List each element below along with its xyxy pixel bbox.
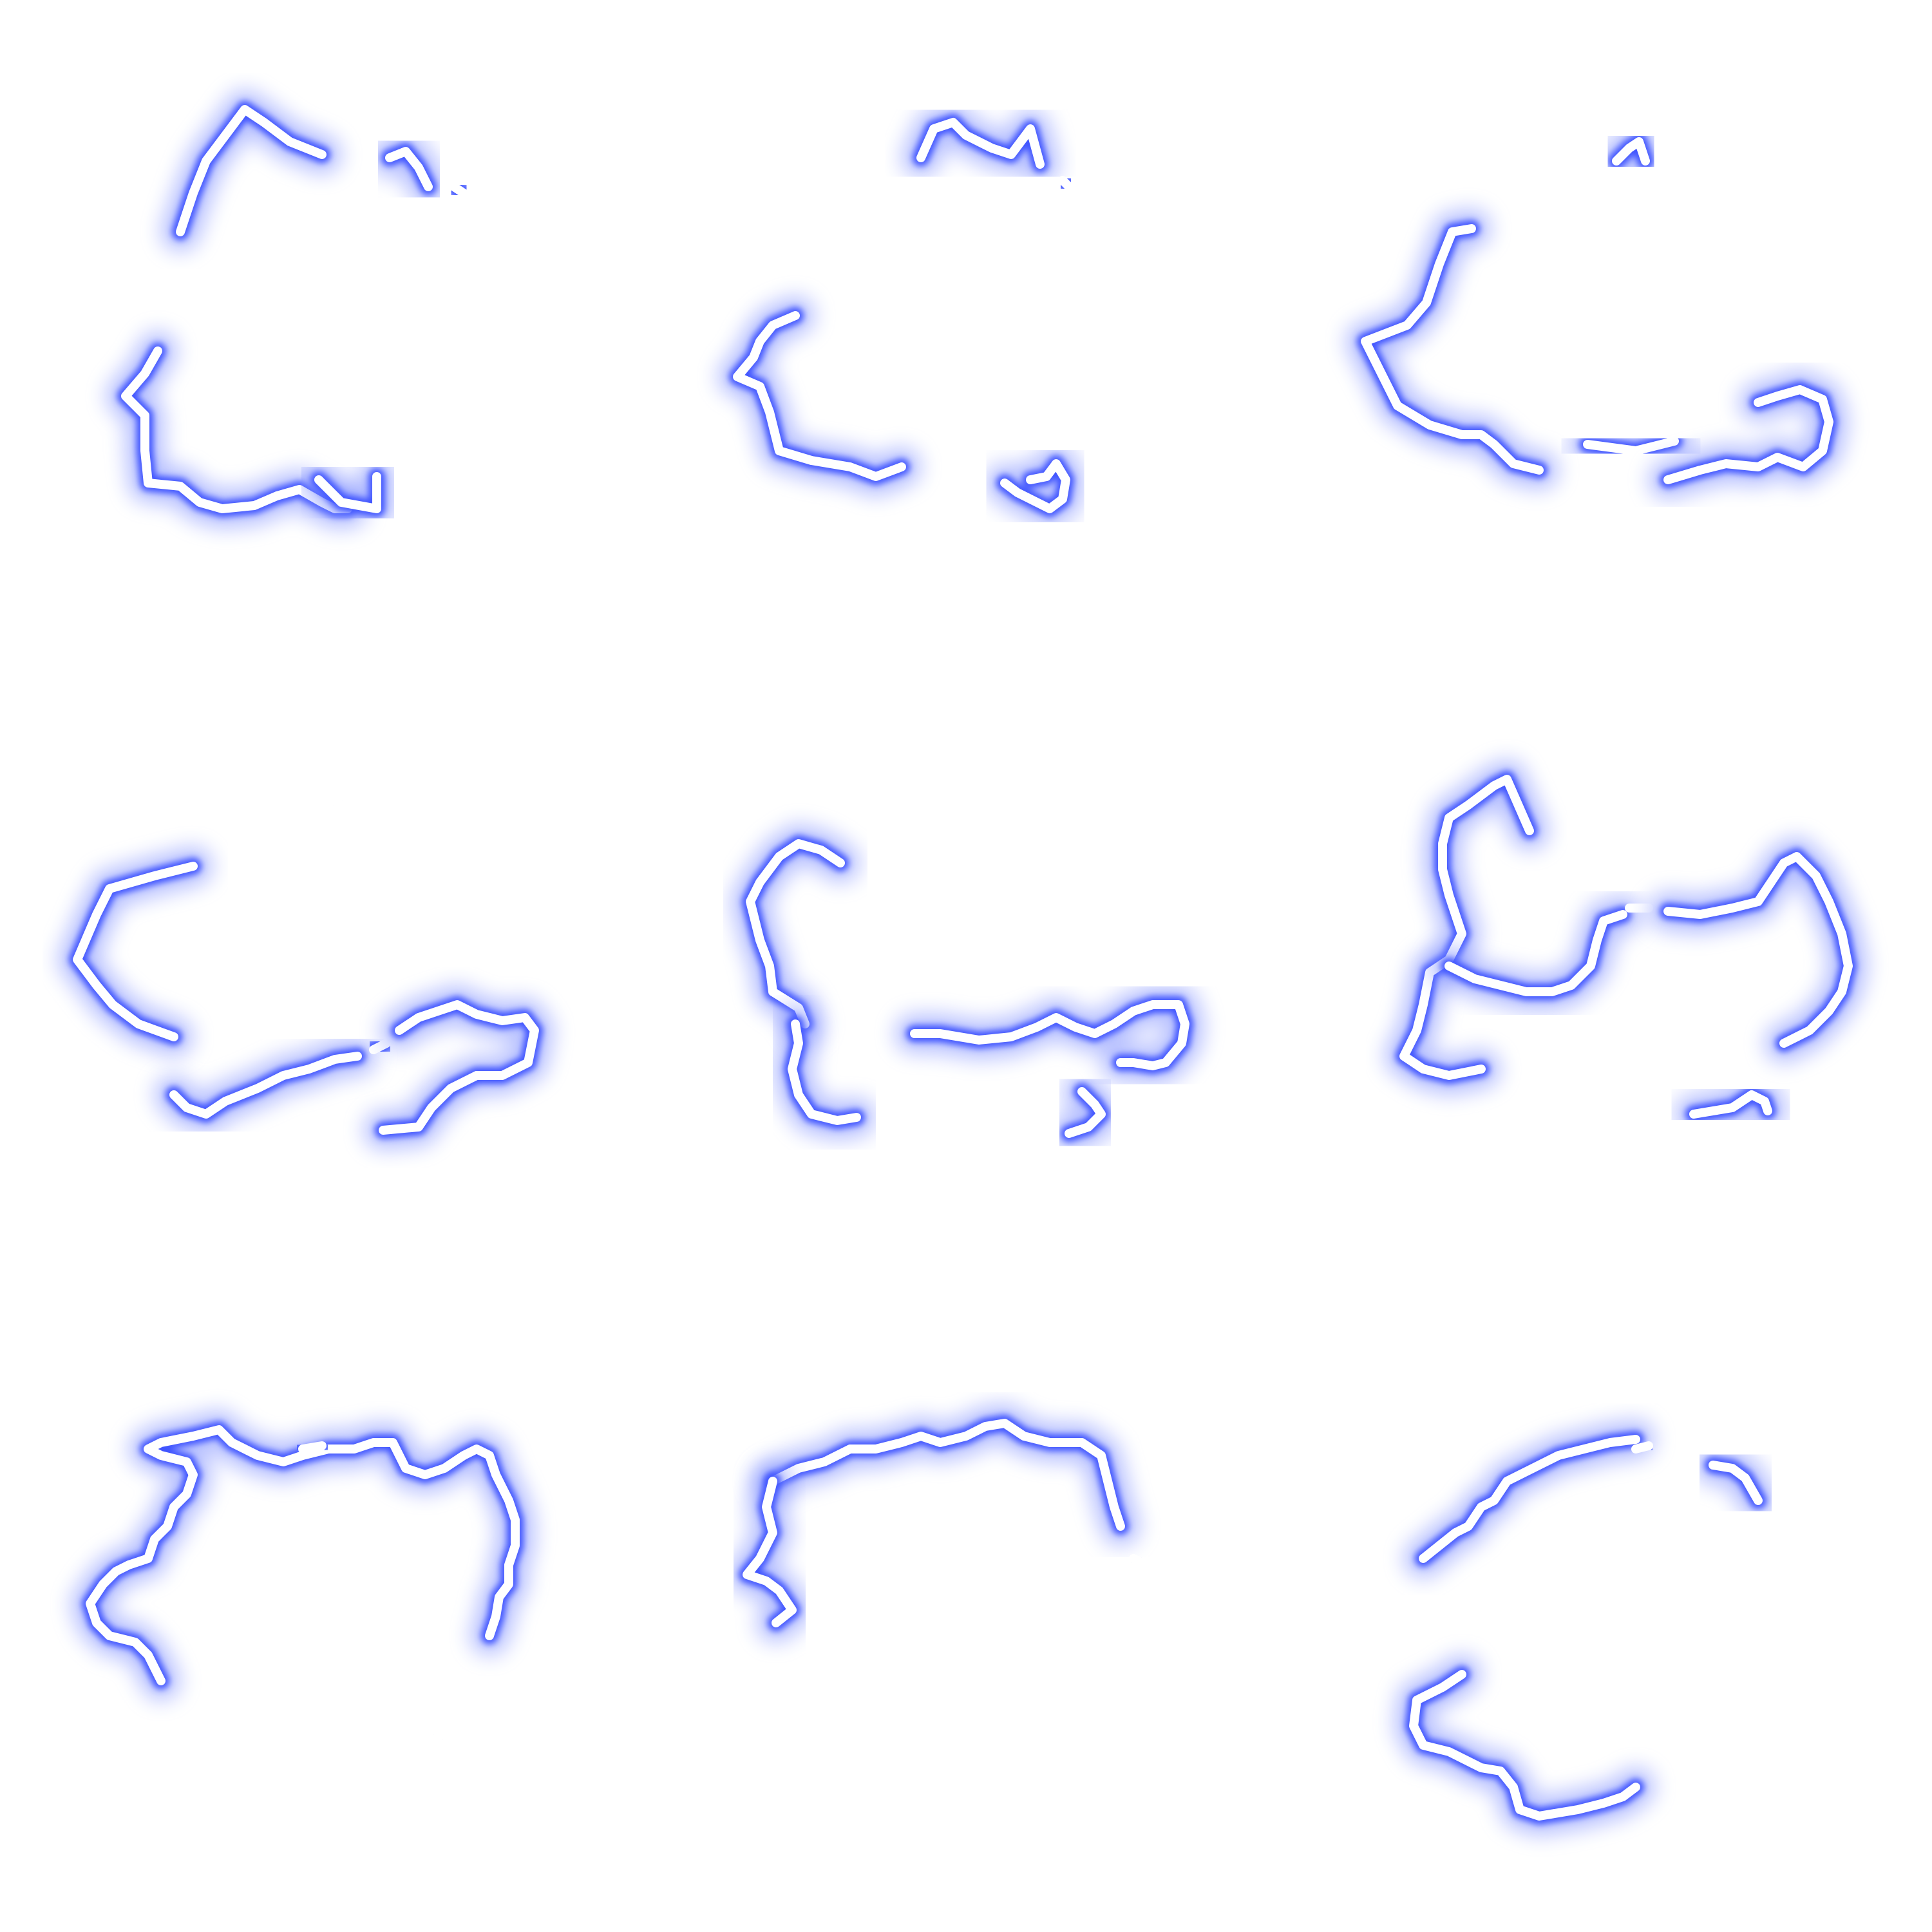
bolt-core <box>1709 1461 1763 1505</box>
bolt-core <box>1663 385 1833 484</box>
bolt-core <box>1444 910 1627 996</box>
bolt-core <box>298 1441 327 1454</box>
bolt-core <box>1419 1435 1640 1563</box>
bolt-core <box>450 182 468 198</box>
bolt-core <box>916 118 1045 169</box>
bolt-core <box>768 1419 1125 1531</box>
frame-2 <box>718 103 1122 528</box>
bolt-core <box>788 1019 861 1125</box>
bolt-core <box>1119 1577 1132 1589</box>
bolt-core <box>169 1052 362 1119</box>
bolt-core <box>314 472 381 513</box>
bolt-core <box>743 1477 797 1627</box>
bolt-core <box>1058 176 1074 191</box>
frame-7 <box>71 1410 535 1804</box>
frame-9 <box>1394 1420 1800 1835</box>
bolt-core <box>1689 1090 1772 1119</box>
bolt-core <box>430 1731 446 1743</box>
bolt-core <box>176 105 327 236</box>
bolt-core <box>1612 137 1650 166</box>
frame-3 <box>1346 122 1848 502</box>
bolt-core <box>385 147 433 191</box>
bolt-core <box>73 862 198 1041</box>
bolt-core <box>330 797 346 810</box>
frame-4 <box>58 782 554 1150</box>
bolt-core <box>1399 775 1534 1080</box>
bolt-core <box>733 311 906 481</box>
bolt-core <box>910 1000 1189 1070</box>
bolt-core <box>1631 1441 1653 1454</box>
bolt-core <box>369 1039 391 1054</box>
bolt-core <box>1583 437 1679 455</box>
frame-1 <box>106 90 497 528</box>
frame-8 <box>728 1404 1159 1803</box>
bolt-core <box>86 1425 520 1685</box>
bolt-core <box>1589 475 1602 488</box>
frame-6 <box>1385 760 1868 1133</box>
bolt-core <box>1129 1554 1144 1566</box>
bolt-core <box>379 1000 539 1135</box>
bolt-core <box>1361 224 1544 475</box>
bolt-core <box>1065 1087 1106 1138</box>
frame-5 <box>731 789 1204 1153</box>
bolt-core <box>1676 1451 1689 1461</box>
bolt-core <box>746 839 845 1028</box>
bolt-core <box>1409 1670 1640 1821</box>
bolt-core <box>301 1779 314 1790</box>
bolt-core <box>1000 459 1070 513</box>
bolt-core <box>1663 852 1853 1048</box>
